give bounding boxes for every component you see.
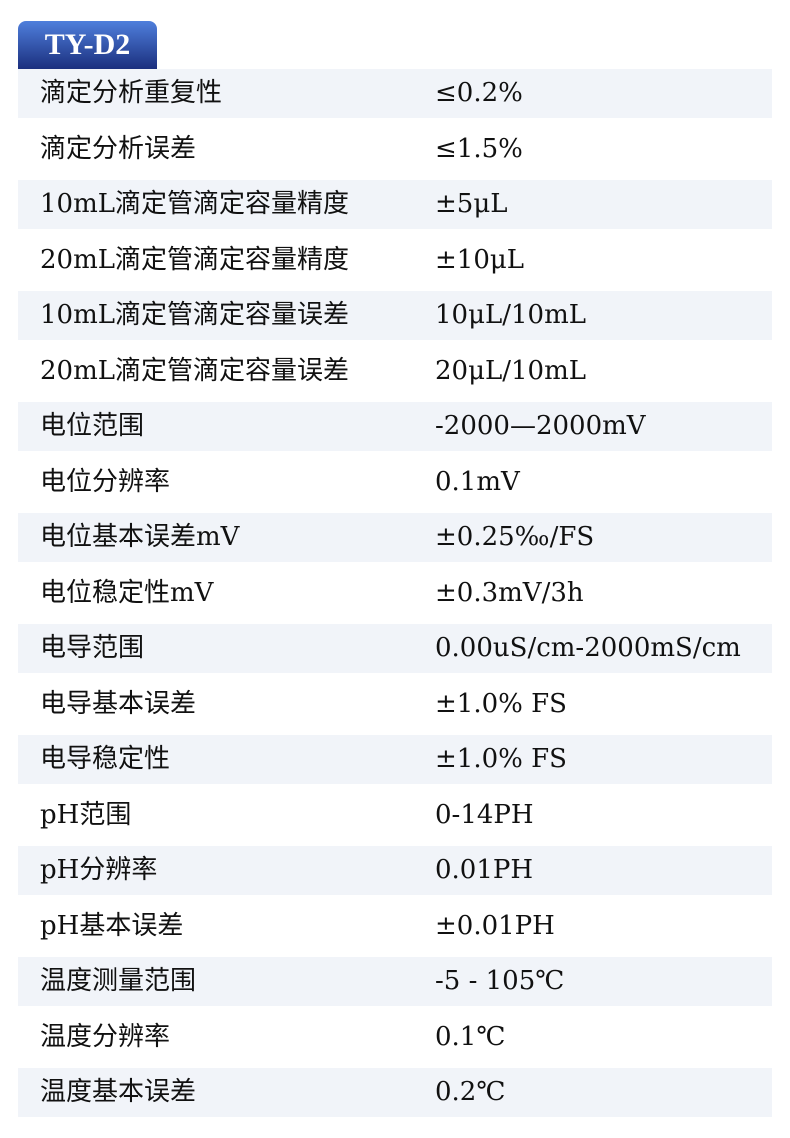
spec-value: ±0.3mV/3h: [435, 577, 584, 608]
spec-row: 滴定分析误差 ≤1.5%: [18, 125, 772, 181]
spec-label: 温度基本误差: [40, 1077, 197, 1107]
spec-value: -5 - 105℃: [435, 966, 565, 996]
model-title-tab: TY-D2: [18, 21, 157, 69]
row-background: [18, 957, 772, 1006]
spec-value: 0.01PH: [435, 855, 534, 885]
spec-value: 0.2℃: [435, 1077, 506, 1107]
spec-value: 0.1mV: [435, 466, 520, 497]
row-background: [18, 69, 772, 118]
spec-value: 0-14PH: [435, 799, 534, 830]
spec-value: 10μL/10mL: [435, 300, 587, 330]
spec-label: 滴定分析重复性: [40, 78, 223, 108]
spec-label: pH基本误差: [40, 910, 184, 941]
spec-row: 20mL滴定管滴定容量精度 ±10μL: [18, 236, 772, 292]
spec-row: 10mL滴定管滴定容量误差 10μL/10mL: [18, 291, 772, 347]
spec-row: 温度基本误差 0.2℃: [18, 1068, 772, 1124]
spec-row: 滴定分析重复性 ≤0.2%: [18, 69, 772, 125]
row-background: [18, 624, 772, 673]
spec-value: ±0.01PH: [435, 910, 555, 941]
spec-label: 电位分辨率: [40, 466, 171, 497]
spec-row: pH基本误差 ±0.01PH: [18, 902, 772, 958]
row-background: [18, 735, 772, 784]
spec-value: ±10μL: [435, 244, 525, 275]
spec-label: pH范围: [40, 799, 132, 830]
spec-row: 电位基本误差mV ±0.25‰/FS: [18, 513, 772, 569]
spec-table: 滴定分析重复性 ≤0.2% 滴定分析误差 ≤1.5% 10mL滴定管滴定容量精度 ±5μL…: [18, 69, 772, 1124]
spec-row: 20mL滴定管滴定容量误差 20μL/10mL: [18, 347, 772, 403]
spec-label: 电导基本误差: [40, 688, 197, 719]
spec-value: ≤1.5%: [435, 133, 523, 164]
spec-row: 温度测量范围 -5 - 105℃: [18, 957, 772, 1013]
row-background: [18, 513, 772, 562]
row-background: [18, 180, 772, 229]
spec-label: 电导范围: [40, 633, 145, 663]
spec-value: ±1.0% FS: [435, 744, 567, 774]
spec-label: 电导稳定性: [40, 744, 171, 774]
spec-row: 电导范围 0.00uS/cm-2000mS/cm: [18, 624, 772, 680]
spec-row: 温度分辨率 0.1℃: [18, 1013, 772, 1069]
row-background: [18, 846, 772, 895]
spec-label: 10mL滴定管滴定容量误差: [40, 300, 350, 330]
spec-label: 20mL滴定管滴定容量精度: [40, 244, 350, 275]
spec-row: pH分辨率 0.01PH: [18, 846, 772, 902]
spec-row: 10mL滴定管滴定容量精度 ±5μL: [18, 180, 772, 236]
spec-row: 电位范围 -2000—2000mV: [18, 402, 772, 458]
row-background: [18, 402, 772, 451]
spec-row: 电导基本误差 ±1.0% FS: [18, 680, 772, 736]
spec-label: 电位基本误差mV: [40, 522, 240, 552]
spec-value: ≤0.2%: [435, 78, 523, 108]
row-background: [18, 291, 772, 340]
spec-value: 20μL/10mL: [435, 355, 587, 386]
spec-label: 温度测量范围: [40, 966, 197, 996]
spec-row: 电位稳定性mV ±0.3mV/3h: [18, 569, 772, 625]
spec-value: ±5μL: [435, 189, 508, 219]
spec-value: -2000—2000mV: [435, 411, 646, 441]
spec-label: 20mL滴定管滴定容量误差: [40, 355, 350, 386]
spec-label: 电位稳定性mV: [40, 577, 214, 608]
row-background: [18, 1068, 772, 1117]
spec-row: 电导稳定性 ±1.0% FS: [18, 735, 772, 791]
spec-label: 电位范围: [40, 411, 145, 441]
spec-label: 10mL滴定管滴定容量精度: [40, 189, 350, 219]
spec-label: 滴定分析误差: [40, 133, 197, 164]
spec-value: ±1.0% FS: [435, 688, 567, 719]
spec-row: 电位分辨率 0.1mV: [18, 458, 772, 514]
spec-value: 0.00uS/cm-2000mS/cm: [435, 633, 741, 663]
spec-value: ±0.25‰/FS: [435, 522, 595, 552]
spec-label: pH分辨率: [40, 855, 158, 885]
spec-label: 温度分辨率: [40, 1021, 171, 1052]
spec-row: pH范围 0-14PH: [18, 791, 772, 847]
spec-value: 0.1℃: [435, 1021, 506, 1052]
